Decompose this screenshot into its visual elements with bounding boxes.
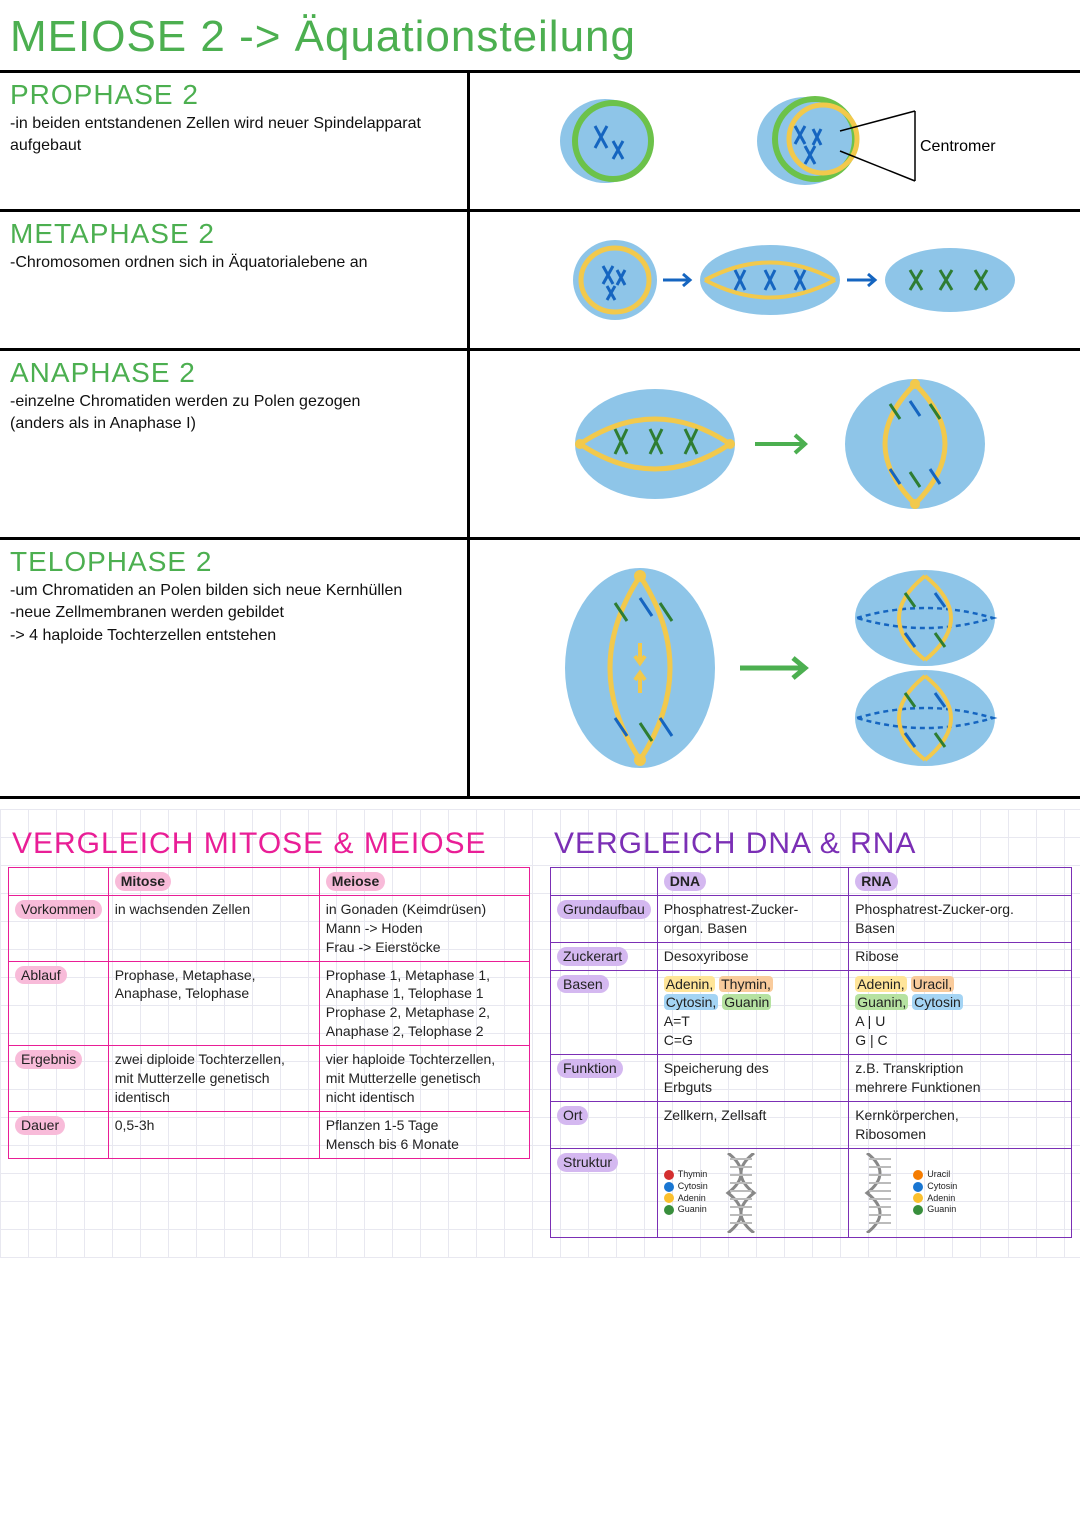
- centromer-label: Centromer: [920, 138, 996, 155]
- phase-note: -um Chromatiden an Polen bilden sich neu…: [10, 580, 457, 602]
- phase-note: -neue Zellmembranen werden gebildet: [10, 602, 457, 624]
- phase-row-telophase2: TELOPHASE 2 -um Chromatiden an Polen bil…: [0, 540, 1080, 799]
- page-title: MEIOSE 2 -> Äquationsteilung: [0, 0, 1080, 70]
- mitose-meiose-column: VERGLEICH MITOSE & MEIOSE MitoseMeioseVo…: [8, 819, 530, 1238]
- phase-note: -einzelne Chromatiden werden zu Polen ge…: [10, 391, 457, 413]
- phases-section: PROPHASE 2 -in beiden entstandenen Zelle…: [0, 70, 1080, 799]
- prophase2-diagram: Centromer: [470, 73, 1080, 209]
- phase-note: -in beiden entstandenen Zellen wird neue…: [10, 113, 457, 158]
- phase-note: -Chromosomen ordnen sich in Äquatorialeb…: [10, 252, 457, 274]
- bottom-section: VERGLEICH MITOSE & MEIOSE MitoseMeioseVo…: [0, 809, 1080, 1258]
- phase-heading: TELOPHASE 2: [10, 546, 457, 578]
- phase-note: -> 4 haploide Tochterzellen entstehen: [10, 625, 457, 647]
- phase-row-metaphase2: METAPHASE 2 -Chromosomen ordnen sich in …: [0, 212, 1080, 351]
- dna-rna-table: DNARNAGrundaufbauPhosphatrest-Zucker-org…: [550, 867, 1072, 1238]
- dna-rna-column: VERGLEICH DNA & RNA DNARNAGrundaufbauPho…: [550, 819, 1072, 1238]
- mitose-meiose-title: VERGLEICH MITOSE & MEIOSE: [8, 819, 530, 867]
- dna-rna-title: VERGLEICH DNA & RNA: [550, 819, 1072, 867]
- anaphase2-diagram: [470, 351, 1080, 537]
- phase-heading: METAPHASE 2: [10, 218, 457, 250]
- phase-heading: ANAPHASE 2: [10, 357, 457, 389]
- metaphase2-diagram: [470, 212, 1080, 348]
- phase-row-prophase2: PROPHASE 2 -in beiden entstandenen Zelle…: [0, 73, 1080, 212]
- phase-heading: PROPHASE 2: [10, 79, 457, 111]
- phase-note: (anders als in Anaphase I): [10, 413, 457, 435]
- mitose-meiose-table: MitoseMeioseVorkommenin wachsenden Zelle…: [8, 867, 530, 1159]
- telophase2-diagram: [470, 540, 1080, 796]
- phase-row-anaphase2: ANAPHASE 2 -einzelne Chromatiden werden …: [0, 351, 1080, 540]
